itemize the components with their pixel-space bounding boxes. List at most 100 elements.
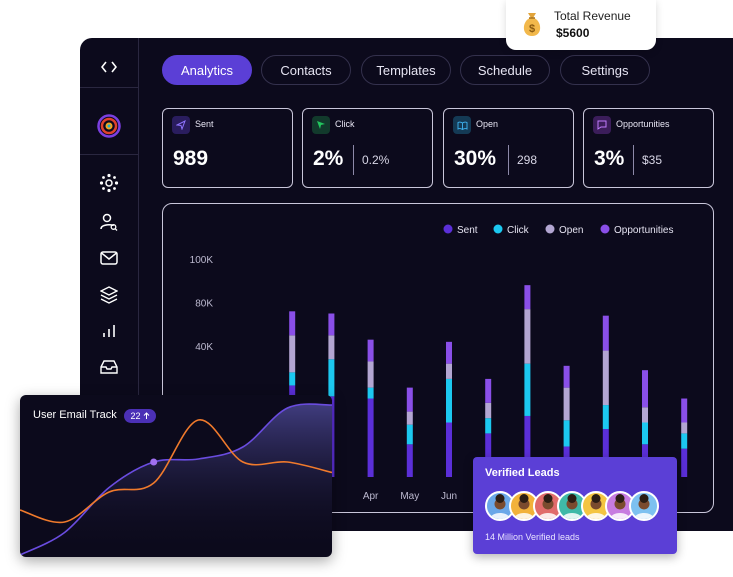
message-square-icon	[593, 116, 611, 134]
legend-label: Opportunities	[614, 225, 673, 236]
bar-segment-opportunities	[446, 341, 452, 364]
verified-leads-card: Verified Leads 14 Million Verified leads	[473, 457, 677, 554]
bar-segment-open	[642, 407, 648, 423]
arrow-up-icon	[143, 412, 149, 419]
stat-divider	[353, 145, 354, 175]
bar-segment-click	[367, 387, 374, 399]
money-bag-icon: $	[517, 9, 547, 39]
bar-segment-opportunities	[642, 370, 648, 408]
stat-secondary: $35	[642, 153, 663, 167]
revenue-value: $5600	[556, 26, 590, 40]
stat-label: Opportunities	[616, 119, 670, 129]
bar-segment-opportunities	[563, 365, 570, 388]
x-tick-label: May	[400, 491, 419, 502]
leads-subtitle: 14 Million Verified leads	[485, 532, 580, 542]
bar-segment-click	[289, 372, 296, 386]
cursor-icon	[312, 116, 330, 134]
stat-value: 3%	[594, 147, 625, 170]
avatar	[629, 491, 659, 521]
bar-segment-sent	[367, 398, 374, 477]
mail-icon[interactable]	[80, 244, 138, 272]
bar-segment-opportunities	[681, 398, 688, 423]
tab-schedule[interactable]: Schedule	[460, 55, 550, 85]
stat-value: 30%	[454, 147, 497, 170]
code-icon[interactable]	[80, 53, 138, 81]
bar-segment-click	[681, 433, 688, 449]
y-tick-label: 80K	[195, 299, 213, 310]
avatar	[533, 491, 563, 521]
bar-segment-open	[681, 422, 688, 434]
legend-label: Sent	[457, 225, 478, 236]
bar-segment-sent	[485, 433, 492, 477]
bar-segment-open	[524, 309, 531, 364]
bar-segment-open	[406, 411, 413, 425]
line-series-orange	[20, 419, 332, 524]
bar-segment-opportunities	[406, 387, 413, 412]
bar-segment-click	[328, 359, 335, 397]
tab-templates[interactable]: Templates	[361, 55, 451, 85]
tab-settings[interactable]: Settings	[560, 55, 650, 85]
stat-divider	[633, 145, 634, 175]
bar-segment-opportunities	[485, 378, 492, 403]
bar-segment-sent	[602, 429, 609, 477]
bar-chart-icon[interactable]	[80, 317, 138, 345]
brand-logo-icon[interactable]	[80, 112, 138, 140]
tab-contacts[interactable]: Contacts	[261, 55, 351, 85]
legend-label: Click	[507, 225, 530, 236]
legend-dot	[493, 224, 503, 234]
stat-value: 989	[173, 147, 209, 170]
bar-segment-open	[446, 363, 452, 379]
avatar	[485, 491, 515, 521]
legend-dot	[443, 224, 453, 234]
count-badge: 22	[124, 409, 156, 423]
bar-segment-click	[642, 422, 648, 445]
bar-segment-opportunities	[328, 313, 335, 336]
bar-segment-sent	[406, 444, 413, 477]
bar-segment-opportunities	[602, 315, 609, 351]
stat-label: Open	[476, 119, 499, 129]
total-revenue-card: $ Total Revenue $5600	[506, 0, 656, 50]
bar-segment-opportunities	[524, 285, 531, 310]
book-open-icon	[453, 116, 471, 134]
bar-segment-open	[485, 402, 492, 419]
bar-segment-open	[367, 361, 374, 388]
send-icon	[172, 116, 190, 134]
inbox-icon[interactable]	[80, 353, 138, 381]
data-point	[150, 458, 158, 466]
user-search-icon[interactable]	[80, 208, 138, 236]
tab-analytics[interactable]: Analytics	[162, 55, 252, 85]
bar-segment-click	[446, 378, 452, 423]
area-fill	[20, 404, 332, 555]
stat-secondary: 0.2%	[362, 153, 390, 167]
stat-value: 2%	[313, 147, 344, 170]
bar-segment-open	[602, 350, 609, 406]
stat-card-opportunities: Opportunities 3% $35	[583, 108, 714, 188]
bar-segment-opportunities	[289, 311, 296, 336]
legend-dot	[545, 224, 555, 234]
bar-segment-sent	[524, 415, 531, 477]
y-tick-label: 40K	[195, 342, 213, 353]
svg-text:$: $	[529, 23, 535, 35]
sidebar	[80, 38, 139, 531]
y-tick-label: 100K	[190, 255, 214, 266]
network-icon[interactable]	[80, 169, 138, 197]
layers-icon[interactable]	[80, 281, 138, 309]
sidebar-divider	[80, 87, 138, 88]
legend-label: Open	[559, 225, 583, 236]
stat-card-sent: Sent 989	[162, 108, 293, 188]
revenue-label: Total Revenue	[554, 9, 631, 23]
bar-segment-sent	[681, 448, 688, 477]
user-email-track-card: User Email Track 22	[20, 395, 332, 557]
sidebar-divider	[80, 154, 138, 155]
email-track-title: User Email Track	[33, 409, 117, 421]
bar-segment-click	[406, 424, 413, 445]
bar-segment-open	[328, 335, 335, 360]
x-tick-label: Jun	[441, 491, 457, 502]
line-series-purple	[20, 403, 332, 556]
bar-segment-click	[602, 405, 609, 430]
stat-label: Sent	[195, 119, 214, 129]
bar-segment-opportunities	[367, 339, 374, 362]
badge-value: 22	[130, 411, 141, 421]
bar-segment-click	[524, 363, 531, 416]
bar-segment-open	[289, 335, 296, 373]
